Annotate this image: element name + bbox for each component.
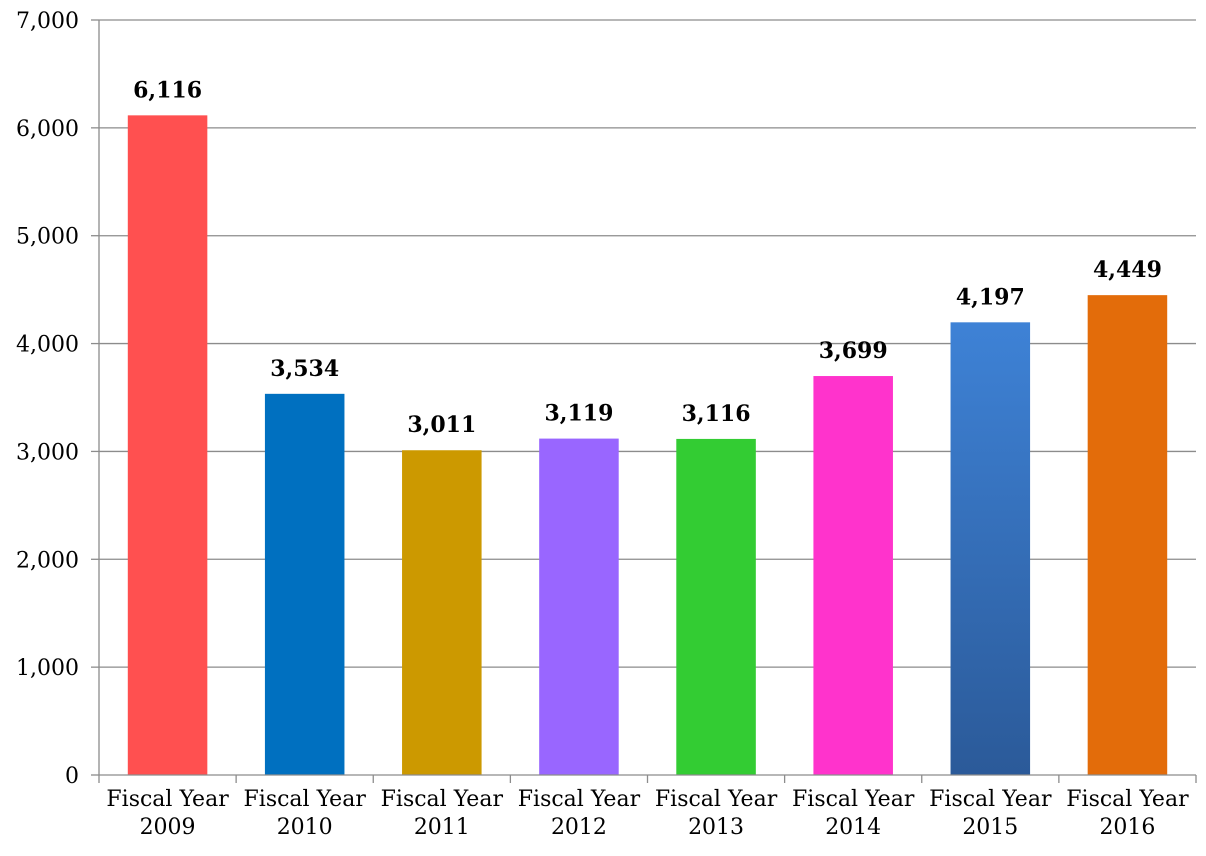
x-tick-label-line: Fiscal Year	[1066, 787, 1189, 812]
bar	[127, 115, 208, 776]
data-label: 3,119	[544, 401, 613, 427]
gridlines	[99, 19, 1196, 668]
axes	[91, 19, 1197, 783]
y-tick-label: 1,000	[16, 656, 79, 681]
x-tick-label: Fiscal Year 2010	[244, 787, 367, 840]
x-tick-label-line: 2009	[140, 815, 196, 840]
x-tick-label-line: Fiscal Year	[792, 787, 915, 812]
y-tick-label: 2,000	[16, 548, 79, 573]
x-tick-label-line: Fiscal Year	[244, 787, 367, 812]
data-label: 4,197	[956, 284, 1025, 310]
x-tick-label-line: 2011	[414, 815, 470, 840]
data-label: 4,449	[1093, 257, 1162, 283]
x-tick-label-line: 2012	[551, 815, 607, 840]
bar	[813, 376, 893, 775]
bar	[264, 393, 345, 775]
data-label: 3,011	[407, 412, 476, 438]
x-tick-label: Fiscal Year 2011	[381, 787, 504, 840]
bar	[950, 322, 1031, 775]
bar	[676, 438, 756, 775]
x-tick-label-line: 2016	[1099, 815, 1155, 840]
x-tick-label-line: Fiscal Year	[929, 787, 1052, 812]
x-tick-label-line: 2015	[962, 815, 1018, 840]
data-label: 3,534	[270, 356, 339, 382]
data-label: 6,116	[133, 77, 202, 103]
y-tick-label: 6,000	[16, 117, 79, 142]
x-tick-label-line: Fiscal Year	[381, 787, 504, 812]
x-tick-label-line: Fiscal Year	[106, 787, 229, 812]
x-tick-label: Fiscal Year 2013	[655, 787, 778, 840]
x-tick-label: Fiscal Year 2015	[929, 787, 1052, 840]
x-tick-label-line: Fiscal Year	[518, 787, 641, 812]
y-tick-label: 5,000	[16, 225, 79, 250]
x-tick-label: Fiscal Year 2012	[518, 787, 641, 840]
bar	[402, 450, 482, 775]
bars	[127, 115, 1168, 776]
data-label: 3,116	[682, 401, 751, 427]
y-tick-label: 0	[65, 764, 79, 789]
y-tick-label: 7,000	[16, 9, 79, 34]
y-tick-label: 4,000	[16, 333, 79, 358]
x-tick-label: Fiscal Year 2016	[1066, 787, 1189, 840]
x-tick-label: Fiscal Year 2014	[792, 787, 915, 840]
bar	[539, 438, 619, 775]
bar	[1087, 295, 1168, 775]
x-tick-label-line: 2013	[688, 815, 744, 840]
labels: 0 1,000 2,000 3,000 4,000 5,000 6,000 7,000 6,11…	[16, 9, 1189, 840]
data-label: 3,699	[819, 338, 888, 364]
x-tick-label: Fiscal Year 2009	[106, 787, 229, 840]
y-tick-label: 3,000	[16, 440, 79, 465]
x-tick-label-line: Fiscal Year	[655, 787, 778, 812]
x-tick-label-line: 2010	[277, 815, 333, 840]
x-tick-label-line: 2014	[825, 815, 881, 840]
